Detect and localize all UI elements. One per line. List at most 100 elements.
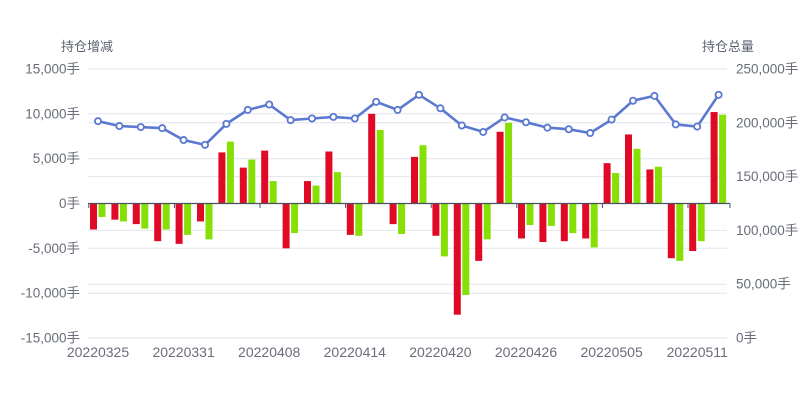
line-marker-20220427[interactable] (543, 123, 552, 132)
line-marker-20220426[interactable] (522, 118, 531, 127)
bar-green-20220331[interactable] (184, 203, 192, 235)
bar-red-20220330[interactable] (154, 203, 162, 242)
line-marker-20220329[interactable] (136, 123, 145, 132)
line-marker-20220415[interactable] (372, 97, 381, 106)
bar-red-20220401[interactable] (197, 203, 204, 222)
bar-red-20220412[interactable] (304, 181, 311, 204)
bar-red-20220331[interactable] (175, 203, 183, 244)
bar-green-20220415[interactable] (376, 129, 384, 204)
bar-red-20220406[interactable] (218, 152, 226, 204)
bar-green-20220420[interactable] (440, 203, 448, 257)
grid-layer (88, 68, 727, 339)
bar-green-20220427[interactable] (547, 203, 555, 226)
line-marker-20220505[interactable] (607, 115, 616, 124)
line-marker-20220414[interactable] (350, 114, 359, 123)
bar-red-20220407[interactable] (239, 167, 247, 204)
bar-red-20220505[interactable] (603, 163, 611, 204)
bar-red-20220413[interactable] (325, 151, 333, 204)
line-marker-20220419[interactable] (414, 90, 423, 99)
bar-green-20220512[interactable] (719, 114, 727, 204)
bar-green-20220329[interactable] (141, 203, 149, 229)
line-marker-20220411[interactable] (286, 116, 295, 125)
bar-red-20220415[interactable] (368, 113, 376, 204)
bar-red-20220510[interactable] (667, 203, 675, 259)
bar-green-20220325[interactable] (98, 203, 106, 217)
bar-red-20220418[interactable] (389, 203, 397, 225)
line-marker-20220420[interactable] (436, 104, 445, 113)
line-marker-20220425[interactable] (500, 113, 509, 122)
line-marker-20220510[interactable] (671, 120, 680, 129)
bar-green-20220406[interactable] (226, 141, 234, 204)
bar-red-20220426[interactable] (518, 203, 525, 239)
line-marker-20220325[interactable] (94, 117, 103, 126)
bar-green-20220428[interactable] (569, 203, 577, 234)
axis-layer (88, 202, 731, 208)
bar-green-20220505[interactable] (612, 173, 620, 204)
x-axis-label: 20220426 (495, 344, 558, 360)
bar-red-20220414[interactable] (346, 203, 354, 235)
line-marker-20220412[interactable] (307, 114, 316, 123)
bar-green-20220429[interactable] (590, 203, 598, 248)
bar-green-20220506[interactable] (633, 148, 641, 204)
bar-red-20220425[interactable] (496, 131, 504, 204)
line-marker-20220413[interactable] (329, 112, 338, 121)
line-marker-20220422[interactable] (479, 127, 488, 136)
bar-red-20220422[interactable] (475, 203, 483, 261)
bar-red-20220419[interactable] (411, 156, 418, 204)
bar-red-20220427[interactable] (539, 203, 547, 243)
bar-green-20220408[interactable] (269, 181, 277, 204)
bar-red-20220429[interactable] (582, 203, 590, 239)
bar-red-20220511[interactable] (689, 203, 697, 252)
bar-green-20220510[interactable] (676, 203, 684, 261)
bar-green-20220407[interactable] (248, 159, 256, 204)
bar-green-20220412[interactable] (312, 185, 320, 204)
bar-red-20220408[interactable] (261, 150, 269, 204)
right-axis-tick-label: 200,000手 (736, 115, 798, 130)
bar-red-20220420[interactable] (432, 203, 440, 236)
bar-green-20220509[interactable] (654, 166, 662, 204)
bar-green-20220425[interactable] (505, 122, 513, 204)
line-marker-20220512[interactable] (714, 90, 723, 99)
left-axis-tick-label: 15,000手 (25, 62, 80, 77)
bar-green-20220421[interactable] (462, 203, 470, 295)
line-marker-20220428[interactable] (564, 125, 573, 134)
line-marker-20220401[interactable] (200, 140, 209, 149)
left-axis-tick-label: -15,000手 (21, 331, 80, 346)
bar-red-20220421[interactable] (453, 203, 461, 315)
line-marker-20220506[interactable] (629, 96, 638, 105)
line-marker-20220328[interactable] (115, 122, 124, 131)
bar-red-20220328[interactable] (111, 203, 119, 220)
bar-green-20220411[interactable] (291, 203, 299, 234)
bar-red-20220428[interactable] (560, 203, 568, 242)
line-marker-20220407[interactable] (243, 105, 252, 114)
bar-green-20220419[interactable] (419, 145, 427, 204)
line-marker-20220408[interactable] (265, 100, 274, 109)
line-marker-20220511[interactable] (693, 122, 702, 131)
line-marker-20220429[interactable] (586, 129, 595, 138)
bar-green-20220418[interactable] (398, 203, 406, 234)
line-marker-20220418[interactable] (393, 105, 402, 114)
bar-green-20220413[interactable] (333, 172, 341, 204)
line-marker-20220331[interactable] (179, 136, 188, 145)
line-marker-20220330[interactable] (158, 124, 167, 133)
bar-green-20220328[interactable] (119, 203, 127, 222)
bar-red-20220506[interactable] (625, 134, 632, 204)
bar-red-20220329[interactable] (132, 203, 140, 225)
x-axis-label: 20220331 (152, 344, 215, 360)
bar-layer (90, 112, 727, 315)
line-marker-20220406[interactable] (222, 119, 231, 128)
bar-red-20220509[interactable] (646, 169, 654, 204)
bar-green-20220401[interactable] (205, 203, 213, 240)
bar-green-20220330[interactable] (162, 203, 170, 230)
bar-red-20220512[interactable] (710, 112, 718, 204)
bar-red-20220325[interactable] (90, 203, 97, 230)
line-marker-20220509[interactable] (650, 91, 659, 100)
line-marker-20220421[interactable] (457, 121, 466, 130)
bar-green-20220422[interactable] (483, 203, 491, 240)
bar-red-20220411[interactable] (282, 203, 290, 249)
bar-green-20220511[interactable] (697, 203, 705, 242)
bar-green-20220426[interactable] (526, 203, 534, 226)
left-axis-tick-label: 5,000手 (33, 151, 80, 166)
bar-green-20220414[interactable] (355, 203, 363, 236)
